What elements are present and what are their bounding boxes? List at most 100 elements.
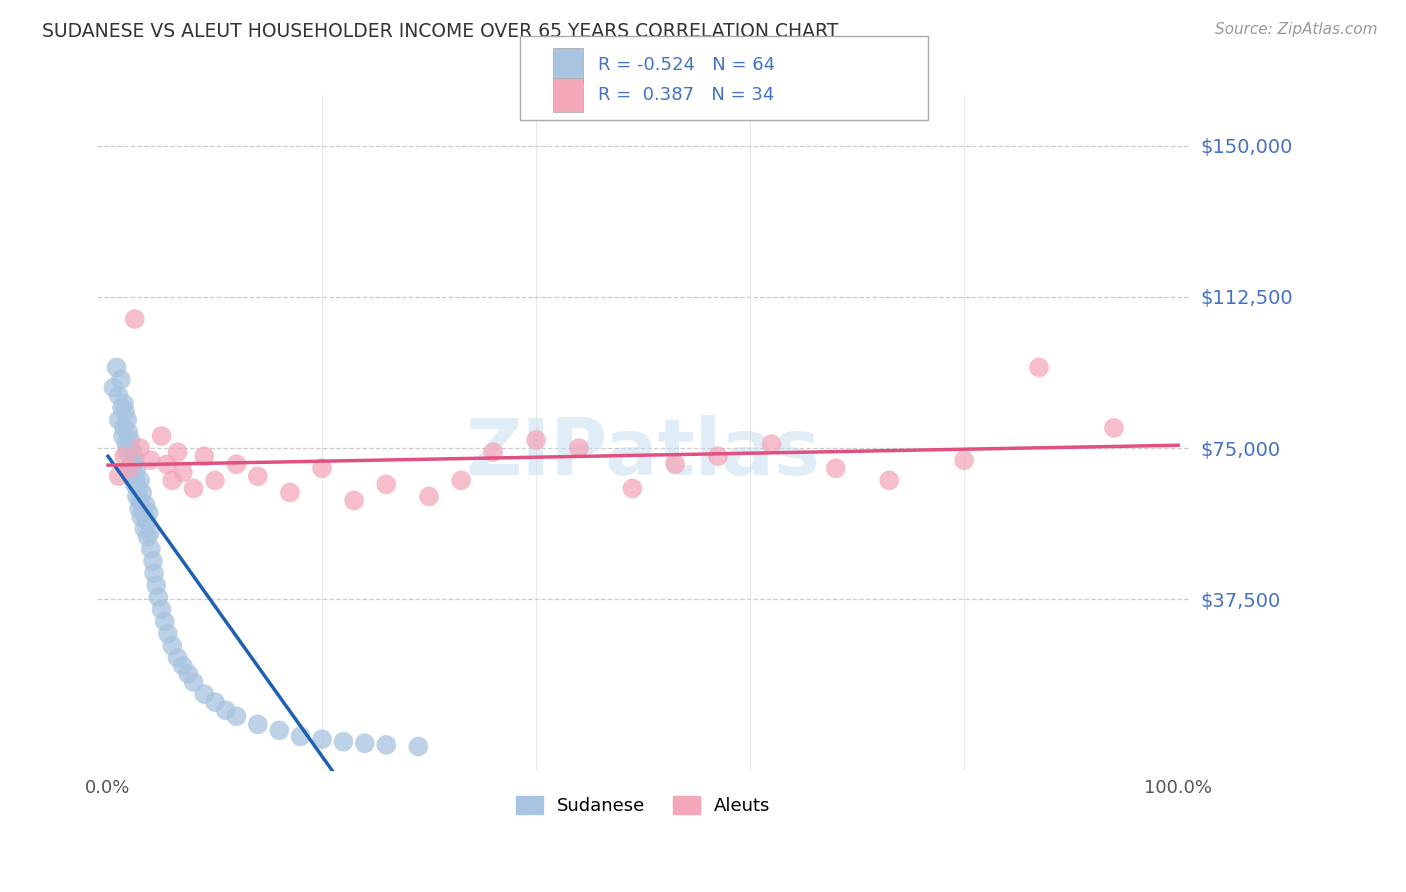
Sudanese bbox=[246, 717, 269, 731]
Sudanese bbox=[115, 437, 138, 451]
Aleuts bbox=[311, 461, 333, 475]
Sudanese bbox=[120, 433, 142, 447]
Sudanese bbox=[114, 405, 136, 419]
Sudanese bbox=[111, 429, 134, 443]
Sudanese bbox=[193, 687, 215, 701]
Aleuts bbox=[450, 474, 472, 488]
Sudanese bbox=[138, 506, 160, 520]
Aleuts bbox=[112, 449, 135, 463]
Text: Source: ZipAtlas.com: Source: ZipAtlas.com bbox=[1215, 22, 1378, 37]
Aleuts bbox=[568, 441, 591, 455]
Sudanese bbox=[118, 461, 141, 475]
Legend: Sudanese, Aleuts: Sudanese, Aleuts bbox=[509, 789, 778, 822]
Sudanese bbox=[148, 591, 170, 605]
Sudanese bbox=[311, 732, 333, 747]
Sudanese bbox=[103, 381, 125, 395]
Aleuts bbox=[160, 474, 183, 488]
Sudanese bbox=[172, 658, 194, 673]
Aleuts bbox=[278, 485, 301, 500]
Sudanese bbox=[135, 514, 157, 528]
Sudanese bbox=[110, 373, 132, 387]
Sudanese bbox=[122, 465, 145, 479]
Aleuts bbox=[418, 490, 440, 504]
Sudanese bbox=[121, 469, 143, 483]
Aleuts bbox=[877, 474, 900, 488]
Sudanese bbox=[132, 506, 155, 520]
Aleuts bbox=[246, 469, 269, 483]
Aleuts bbox=[139, 453, 162, 467]
Sudanese bbox=[105, 360, 128, 375]
Sudanese bbox=[125, 474, 148, 488]
Sudanese bbox=[225, 709, 247, 723]
Aleuts bbox=[953, 453, 976, 467]
Sudanese bbox=[166, 650, 188, 665]
Aleuts bbox=[343, 493, 366, 508]
Sudanese bbox=[134, 522, 156, 536]
Sudanese bbox=[124, 477, 146, 491]
Text: ZIPatlas: ZIPatlas bbox=[465, 416, 821, 491]
Sudanese bbox=[139, 525, 162, 540]
Sudanese bbox=[353, 736, 375, 750]
Text: SUDANESE VS ALEUT HOUSEHOLDER INCOME OVER 65 YEARS CORRELATION CHART: SUDANESE VS ALEUT HOUSEHOLDER INCOME OVE… bbox=[42, 22, 838, 41]
Aleuts bbox=[124, 312, 146, 326]
Sudanese bbox=[375, 738, 398, 752]
Aleuts bbox=[824, 461, 846, 475]
Sudanese bbox=[150, 602, 173, 616]
Sudanese bbox=[204, 695, 226, 709]
Aleuts bbox=[107, 469, 129, 483]
Sudanese bbox=[142, 554, 165, 568]
Aleuts bbox=[707, 449, 730, 463]
Sudanese bbox=[111, 401, 134, 415]
Aleuts bbox=[193, 449, 215, 463]
Sudanese bbox=[112, 421, 135, 435]
Aleuts bbox=[225, 457, 247, 471]
Sudanese bbox=[129, 509, 152, 524]
Aleuts bbox=[156, 457, 179, 471]
Sudanese bbox=[107, 413, 129, 427]
Aleuts bbox=[172, 465, 194, 479]
Sudanese bbox=[177, 667, 200, 681]
Aleuts bbox=[1028, 360, 1050, 375]
Aleuts bbox=[1102, 421, 1125, 435]
Sudanese bbox=[156, 626, 179, 640]
Aleuts bbox=[664, 457, 686, 471]
Aleuts bbox=[482, 445, 505, 459]
Sudanese bbox=[117, 413, 139, 427]
Sudanese bbox=[139, 541, 162, 556]
Sudanese bbox=[112, 397, 135, 411]
Sudanese bbox=[117, 445, 139, 459]
Sudanese bbox=[143, 566, 166, 580]
Aleuts bbox=[621, 482, 644, 496]
Sudanese bbox=[408, 739, 430, 754]
Sudanese bbox=[121, 453, 143, 467]
Aleuts bbox=[375, 477, 398, 491]
Sudanese bbox=[153, 615, 176, 629]
Sudanese bbox=[128, 501, 150, 516]
Sudanese bbox=[290, 730, 312, 744]
Sudanese bbox=[136, 530, 159, 544]
Sudanese bbox=[118, 441, 141, 455]
Sudanese bbox=[125, 461, 148, 475]
Sudanese bbox=[269, 723, 291, 738]
Aleuts bbox=[204, 474, 226, 488]
Sudanese bbox=[134, 498, 156, 512]
Sudanese bbox=[125, 490, 148, 504]
Sudanese bbox=[124, 453, 146, 467]
Text: R = -0.524   N = 64: R = -0.524 N = 64 bbox=[598, 56, 775, 74]
Sudanese bbox=[129, 493, 152, 508]
Aleuts bbox=[183, 482, 205, 496]
Sudanese bbox=[145, 578, 167, 592]
Sudanese bbox=[183, 675, 205, 690]
Aleuts bbox=[761, 437, 783, 451]
Sudanese bbox=[332, 734, 354, 748]
Aleuts bbox=[118, 461, 141, 475]
Aleuts bbox=[166, 445, 188, 459]
Sudanese bbox=[117, 425, 139, 439]
Sudanese bbox=[215, 703, 238, 717]
Sudanese bbox=[121, 445, 143, 459]
Text: R =  0.387   N = 34: R = 0.387 N = 34 bbox=[598, 87, 773, 104]
Sudanese bbox=[129, 474, 152, 488]
Sudanese bbox=[160, 639, 183, 653]
Aleuts bbox=[129, 441, 152, 455]
Sudanese bbox=[131, 485, 153, 500]
